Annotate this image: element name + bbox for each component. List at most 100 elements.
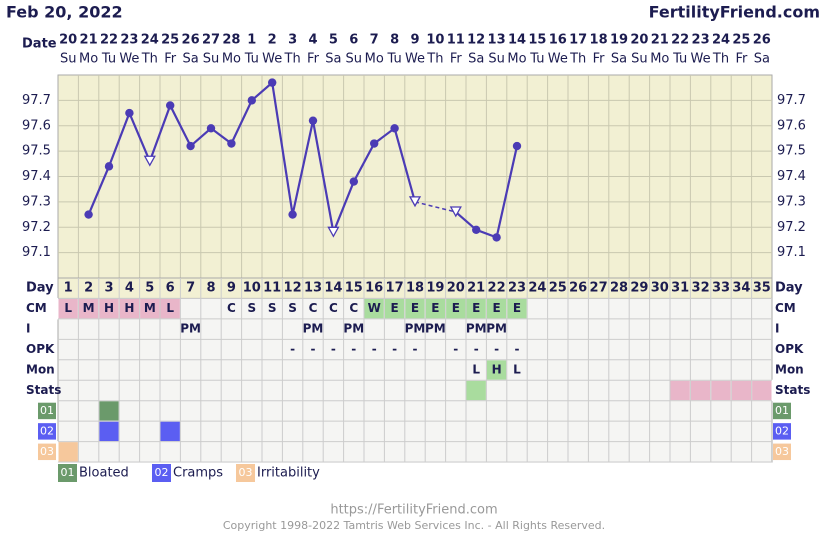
- weekday-label: Fr: [735, 52, 748, 67]
- cell-text: -: [351, 342, 356, 356]
- day-number: 32: [692, 281, 710, 296]
- date-label: 14: [508, 33, 526, 48]
- row-label: Day: [26, 281, 54, 296]
- date-label: 2: [268, 33, 277, 48]
- row-label-right: Stats: [775, 383, 810, 397]
- weekday-label: Sa: [754, 52, 770, 67]
- day-number: 35: [753, 281, 771, 296]
- row-label-right: Day: [775, 281, 803, 296]
- date-label: 23: [120, 33, 138, 48]
- weekday-label: Fr: [307, 52, 320, 67]
- weekday-label: Th: [141, 52, 158, 67]
- legend-name: Irritability: [257, 466, 320, 481]
- cell-text: PM: [180, 322, 201, 336]
- day-number: 4: [125, 281, 134, 296]
- temperature-point: [512, 141, 522, 151]
- day-number: 10: [243, 281, 261, 296]
- date-label: 21: [80, 33, 98, 48]
- cell-fill: [730, 379, 753, 402]
- weekday-label: We: [548, 52, 568, 67]
- y-tick-label: 97.3: [22, 194, 51, 209]
- date-label: 12: [467, 33, 485, 48]
- day-number: 30: [651, 281, 669, 296]
- temperature-point: [247, 96, 256, 105]
- legend-name: Bloated: [79, 466, 129, 481]
- y-tick-label-right: 97.1: [777, 245, 806, 260]
- temperature-point: [206, 124, 216, 133]
- date-label: 22: [100, 33, 118, 48]
- temperature-point: [268, 78, 277, 87]
- weekday-label: Tu: [529, 52, 544, 67]
- day-number: 1: [64, 281, 73, 296]
- date-label: 21: [651, 33, 669, 48]
- weekday-label: Su: [488, 52, 505, 67]
- weekday-label: Th: [284, 52, 301, 67]
- date-label: 11: [447, 33, 465, 48]
- day-number: 31: [671, 281, 689, 296]
- day-number: 27: [590, 281, 608, 296]
- row-label-right: OPK: [775, 342, 804, 356]
- temperature-point: [308, 116, 318, 125]
- cell-text: L: [166, 301, 174, 315]
- cell-text: L: [64, 301, 72, 315]
- y-tick-label: 97.5: [22, 144, 51, 159]
- cell-text: C: [349, 301, 358, 315]
- date-label: 26: [182, 33, 200, 48]
- legend-box: [236, 464, 255, 482]
- row-label: Stats: [26, 383, 61, 397]
- cell-text: PM: [405, 322, 426, 336]
- row-label: OPK: [26, 342, 55, 356]
- temperature-point-open: [408, 196, 422, 208]
- date-label: 26: [753, 33, 771, 48]
- weekday-label: Sa: [468, 52, 484, 67]
- date-label: 8: [390, 33, 399, 48]
- y-tick-label: 97.7: [22, 93, 51, 108]
- y-tick-label-right: 97.6: [777, 118, 806, 133]
- cell-text: -: [494, 342, 499, 356]
- symptom-code-box: [773, 423, 791, 440]
- symptom-mark: [98, 400, 120, 422]
- legend-box: [152, 464, 171, 482]
- symptom-code: 02: [40, 424, 54, 437]
- cell-text: C: [329, 301, 338, 315]
- date-label: 20: [59, 33, 77, 48]
- cell-text: PM: [466, 322, 487, 336]
- date-label: 20: [630, 33, 648, 48]
- cell-text: W: [368, 301, 381, 315]
- y-tick-label-right: 97.7: [777, 93, 806, 108]
- date-label: 10: [426, 33, 444, 48]
- temperature-point: [227, 139, 236, 148]
- day-number: 17: [386, 281, 404, 296]
- weekday-label: Mo: [507, 52, 526, 67]
- weekday-label: Sa: [611, 52, 627, 67]
- site-name: FertilityFriend.com: [649, 3, 820, 22]
- date-label: 25: [161, 33, 179, 48]
- symptom-code-box: [38, 402, 56, 420]
- cell-text: PM: [486, 322, 507, 336]
- weekday-label: Mo: [222, 52, 241, 67]
- symptom-code-box: [38, 443, 56, 461]
- day-number: 15: [345, 281, 363, 296]
- cell-text: -: [392, 342, 397, 356]
- date-label: 19: [610, 33, 628, 48]
- weekday-label: Su: [346, 52, 363, 67]
- row-label: CM: [26, 301, 47, 315]
- date-label: 5: [329, 33, 338, 48]
- weekday-label: Mo: [79, 52, 98, 67]
- date-label: 23: [692, 33, 710, 48]
- symptom-mark: [98, 420, 120, 443]
- day-number: 19: [426, 281, 444, 296]
- cell-text: E: [492, 301, 500, 315]
- day-number: 11: [263, 281, 281, 296]
- gap-line: [414, 201, 456, 213]
- x-label: Date: [22, 37, 57, 52]
- weekday-label: Sa: [325, 52, 341, 67]
- date-label: 24: [712, 33, 730, 48]
- symptom-code-box: [773, 443, 791, 461]
- cell-fill: [669, 379, 691, 402]
- legend-code: 01: [61, 466, 75, 479]
- symptom-code: 03: [40, 445, 54, 458]
- y-tick-label-right: 97.3: [777, 194, 806, 209]
- symptom-code: 03: [775, 445, 789, 458]
- y-tick-label: 97.6: [22, 118, 51, 133]
